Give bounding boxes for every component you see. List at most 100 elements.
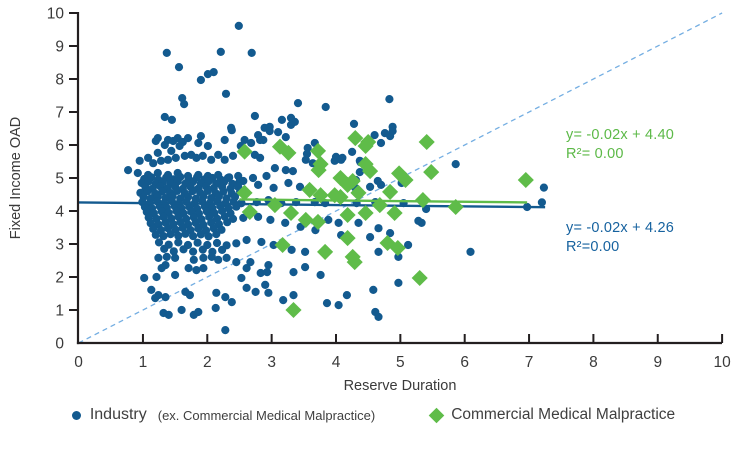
malpractice-point (309, 213, 327, 230)
industry-point (196, 132, 205, 141)
industry-point (247, 48, 256, 58)
x-tick-label: 8 (589, 354, 598, 371)
industry-point (194, 307, 203, 317)
industry-point (348, 147, 357, 156)
malpractice-point (411, 269, 428, 287)
chart-legend: Industry (ex. Commercial Medical Malprac… (0, 406, 747, 424)
industry-point (212, 230, 221, 239)
industry-fit-equation: y= -0.02x + 4.26 (566, 220, 674, 236)
x-tick-label: 3 (267, 354, 276, 371)
industry-point (124, 166, 133, 175)
industry-point (374, 247, 383, 256)
industry-point (256, 153, 265, 162)
industry-point (227, 298, 236, 307)
industry-point (161, 261, 170, 270)
industry-point (198, 151, 207, 160)
industry-point (265, 127, 274, 136)
industry-point (269, 240, 278, 250)
industry-point (198, 245, 207, 254)
x-tick-label: 7 (525, 354, 534, 371)
industry-point (242, 283, 251, 292)
malpractice-point (285, 301, 302, 319)
industry-point (281, 133, 290, 142)
industry-point (221, 326, 230, 335)
industry-point (246, 258, 255, 267)
malpractice-point (309, 142, 327, 159)
malpractice-point (386, 204, 403, 222)
industry-point (270, 164, 279, 173)
industry-point (263, 268, 272, 277)
malpractice-fit-equation: y= -0.02x + 4.40 (566, 127, 674, 143)
industry-point (301, 247, 310, 256)
industry-point (159, 232, 168, 241)
malpractice-point (346, 254, 363, 271)
y-tick-label: 6 (55, 138, 64, 155)
industry-point (376, 138, 386, 148)
malpractice-point (423, 164, 440, 181)
y-tick-label: 7 (55, 105, 64, 122)
y-tick-label: 0 (55, 336, 64, 353)
industry-point (221, 293, 230, 302)
industry-fit-r2: R²=0.00 (566, 238, 620, 255)
industry-point (322, 299, 332, 308)
industry-point (269, 183, 278, 192)
industry-point (376, 180, 386, 189)
industry-point (262, 171, 271, 181)
malpractice-fit-annotation: y= -0.02x + 4.40 R²= 0.00 (566, 126, 674, 164)
industry-point (284, 178, 293, 188)
industry-point (171, 270, 180, 280)
malpractice-point (339, 176, 356, 193)
industry-point (220, 155, 229, 164)
industry-point (279, 296, 288, 305)
malpractice-point (397, 171, 414, 189)
industry-point (264, 288, 273, 297)
industry-point (152, 272, 161, 282)
industry-point (140, 273, 149, 283)
legend-industry-label: Industry (89, 406, 147, 423)
industry-point (192, 266, 201, 275)
industry-point (225, 173, 234, 182)
malpractice-point (282, 204, 300, 222)
industry-point (302, 149, 312, 158)
industry-point (274, 128, 283, 137)
industry-point (261, 280, 270, 289)
malpractice-point (312, 187, 329, 204)
industry-point (370, 131, 379, 140)
industry-fit-line (78, 201, 546, 209)
industry-point (181, 229, 190, 238)
industry-point (321, 102, 330, 112)
industry-point (189, 255, 198, 264)
industry-point (196, 75, 205, 85)
industry-point (166, 230, 175, 239)
industry-point (203, 186, 212, 195)
industry-point (281, 166, 290, 175)
industry-point (237, 273, 246, 283)
industry-point (167, 146, 176, 155)
industry-point (232, 239, 241, 248)
industry-point (203, 70, 212, 79)
industry-point (254, 212, 263, 221)
industry-point (193, 238, 202, 247)
malpractice-point (382, 183, 399, 200)
industry-point (207, 252, 216, 261)
industry-point (295, 182, 305, 191)
industry-point (154, 253, 163, 262)
industry-point (366, 182, 375, 191)
industry-point (151, 294, 160, 303)
industry-point (257, 237, 266, 247)
industry-point (184, 264, 193, 273)
industry-point (151, 230, 160, 239)
industry-point (222, 253, 231, 262)
industry-circle-marker-icon (71, 410, 81, 420)
industry-point (178, 94, 187, 103)
x-tick-label: 2 (203, 354, 212, 371)
y-tick-label: 5 (55, 171, 64, 188)
industry-point (386, 229, 395, 238)
malpractice-point (297, 211, 314, 228)
industry-point (214, 255, 223, 264)
industry-point (380, 129, 389, 138)
x-tick-label: 5 (396, 354, 405, 371)
industry-point (174, 63, 184, 72)
industry-point (185, 291, 194, 300)
